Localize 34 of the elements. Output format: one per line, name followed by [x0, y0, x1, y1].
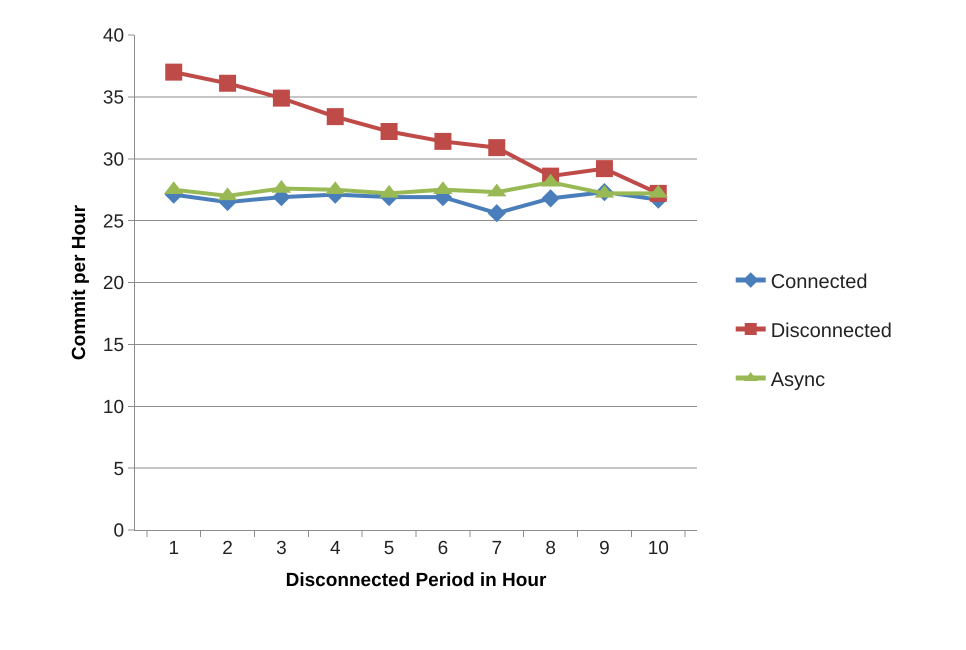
y-tick-label: 20	[102, 273, 124, 294]
x-tick-label: 9	[599, 538, 610, 559]
x-tick-label: 7	[491, 538, 502, 559]
legend-label: Connected	[770, 270, 868, 293]
x-tick-label: 5	[384, 538, 394, 559]
point	[434, 132, 452, 150]
point	[596, 160, 613, 178]
point	[488, 204, 506, 222]
point	[272, 90, 290, 107]
point	[542, 189, 560, 208]
point	[165, 64, 182, 81]
y-tick-label: 25	[102, 211, 124, 232]
y-tick-label: 40	[102, 26, 124, 47]
y-tick-label: 15	[102, 335, 124, 356]
y-tick-label: 10	[102, 396, 124, 418]
x-tick-label: 3	[276, 538, 287, 559]
x-axis-title: Disconnected Period in Hour	[286, 570, 547, 591]
x-tick-label: 4	[330, 538, 341, 559]
x-tick-label: 2	[222, 538, 233, 559]
point	[380, 123, 398, 140]
x-tick-label: 8	[545, 538, 556, 559]
point	[488, 139, 506, 156]
legend-label: Disconnected	[770, 320, 892, 342]
y-tick-label: 35	[102, 88, 124, 109]
y-tick-label: 5	[113, 458, 124, 480]
point	[326, 108, 344, 126]
point	[219, 74, 236, 92]
x-tick-label: 1	[168, 538, 180, 559]
legend-label: Async	[770, 368, 826, 391]
x-tick-label: 10	[648, 538, 669, 559]
x-tick-label: 6	[438, 538, 448, 559]
y-tick-label: 0	[113, 520, 124, 542]
y-tick-label: 30	[102, 149, 124, 170]
y-axis-title: Commit per Hour	[68, 204, 90, 360]
